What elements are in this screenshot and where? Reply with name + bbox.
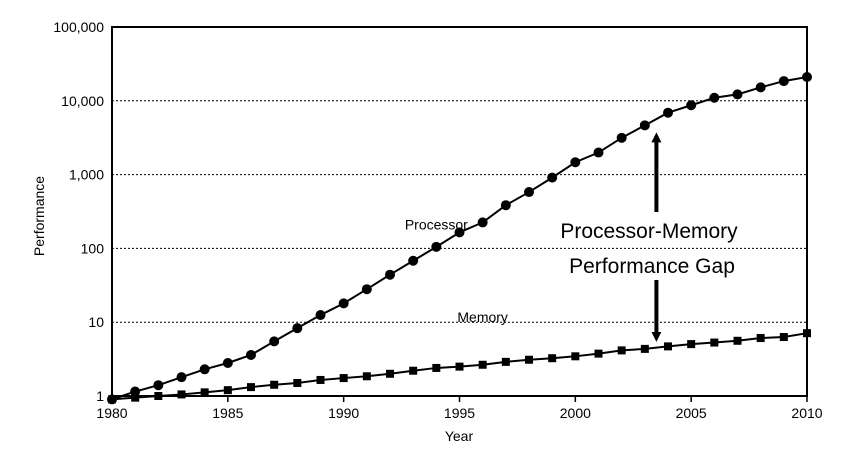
memory-point: [362, 372, 371, 381]
processor-point: [547, 172, 558, 183]
processor-point: [616, 132, 627, 143]
memory-point: [710, 338, 719, 347]
x-axis-ticks: 1980 1985 1990 1995 2000 2005 2010: [96, 396, 823, 421]
x-tick-label: 1990: [328, 405, 359, 421]
memory-point: [733, 336, 742, 345]
processor-point: [477, 217, 488, 228]
plot-frame: [111, 26, 808, 397]
memory-point: [548, 354, 557, 363]
memory-point: [247, 383, 255, 392]
processor-point: [755, 82, 766, 93]
processor-point: [199, 364, 210, 375]
memory-point: [339, 374, 348, 383]
memory-point: [501, 357, 510, 366]
y-axis-ticks: 1 10 100 1,000 10,000 100,000: [53, 19, 104, 404]
processor-point: [709, 92, 720, 103]
processor-point: [408, 255, 419, 266]
memory-point: [687, 340, 696, 349]
processor-point: [153, 380, 164, 391]
y-tick-label: 100: [81, 240, 105, 256]
processor-point: [686, 100, 697, 111]
memory-point: [617, 346, 626, 355]
x-tick-label: 2005: [676, 405, 707, 421]
memory-point: [409, 366, 418, 375]
memory-point: [293, 379, 302, 388]
memory-point: [664, 342, 672, 351]
memory-point: [108, 395, 116, 404]
processor-point: [663, 107, 673, 118]
memory-point: [756, 334, 765, 343]
processor-point: [802, 72, 812, 83]
processor-point: [246, 349, 256, 360]
processor-label: Processor: [405, 217, 468, 233]
processor-point: [732, 89, 743, 100]
memory-point: [270, 380, 279, 389]
processor-point: [292, 323, 303, 334]
memory-point: [525, 355, 533, 364]
y-tick-label: 10,000: [61, 93, 104, 109]
processor-point: [222, 357, 233, 368]
processor-point: [315, 310, 326, 321]
memory-point: [779, 333, 788, 342]
y-tick-label: 100,000: [53, 19, 104, 35]
processor-point: [639, 120, 650, 131]
y-tick-label: 1,000: [69, 167, 104, 183]
memory-point: [223, 386, 232, 395]
x-tick-label: 1995: [444, 405, 475, 421]
memory-point: [200, 388, 209, 397]
memory-point: [455, 362, 464, 371]
memory-point: [177, 390, 186, 399]
y-tick-label: 10: [88, 314, 104, 330]
processor-point: [454, 227, 465, 238]
y-axis-label: Performance: [31, 176, 47, 256]
y-tick-label: 1: [96, 388, 104, 404]
processor-point: [778, 76, 789, 87]
memory-point: [316, 375, 325, 384]
processor-point: [176, 372, 187, 383]
processor-point: [593, 147, 604, 158]
processor-point: [431, 241, 442, 252]
memory-point: [131, 393, 140, 402]
memory-point: [640, 344, 649, 353]
processor-point: [524, 187, 534, 198]
gap-annotation: Processor-Memory Performance Gap: [560, 132, 738, 342]
processor-point: [385, 269, 395, 280]
series-layer: Processor Memory: [107, 72, 812, 405]
memory-point: [432, 363, 441, 372]
memory-point: [386, 369, 394, 378]
memory-label: Memory: [457, 309, 508, 325]
x-axis-label: Year: [445, 428, 474, 444]
x-tick-label: 2010: [791, 405, 822, 421]
gap-label-line-1: Processor-Memory: [560, 220, 738, 243]
memory-point: [571, 352, 580, 361]
gridlines: [112, 100, 807, 323]
memory-series: Memory: [108, 309, 811, 404]
processor-point: [269, 336, 280, 347]
processor-point: [338, 298, 349, 309]
processor-point: [570, 157, 581, 168]
processor-point: [361, 284, 372, 295]
memory-point: [478, 360, 487, 369]
memory-point: [154, 392, 163, 400]
processor-point: [500, 200, 511, 211]
x-tick-label: 1985: [212, 405, 243, 421]
memory-point: [594, 349, 603, 358]
x-tick-label: 2000: [560, 405, 591, 421]
x-tick-label: 1980: [96, 405, 127, 421]
gap-label-line-2: Performance Gap: [569, 255, 735, 278]
memory-point: [803, 329, 811, 338]
